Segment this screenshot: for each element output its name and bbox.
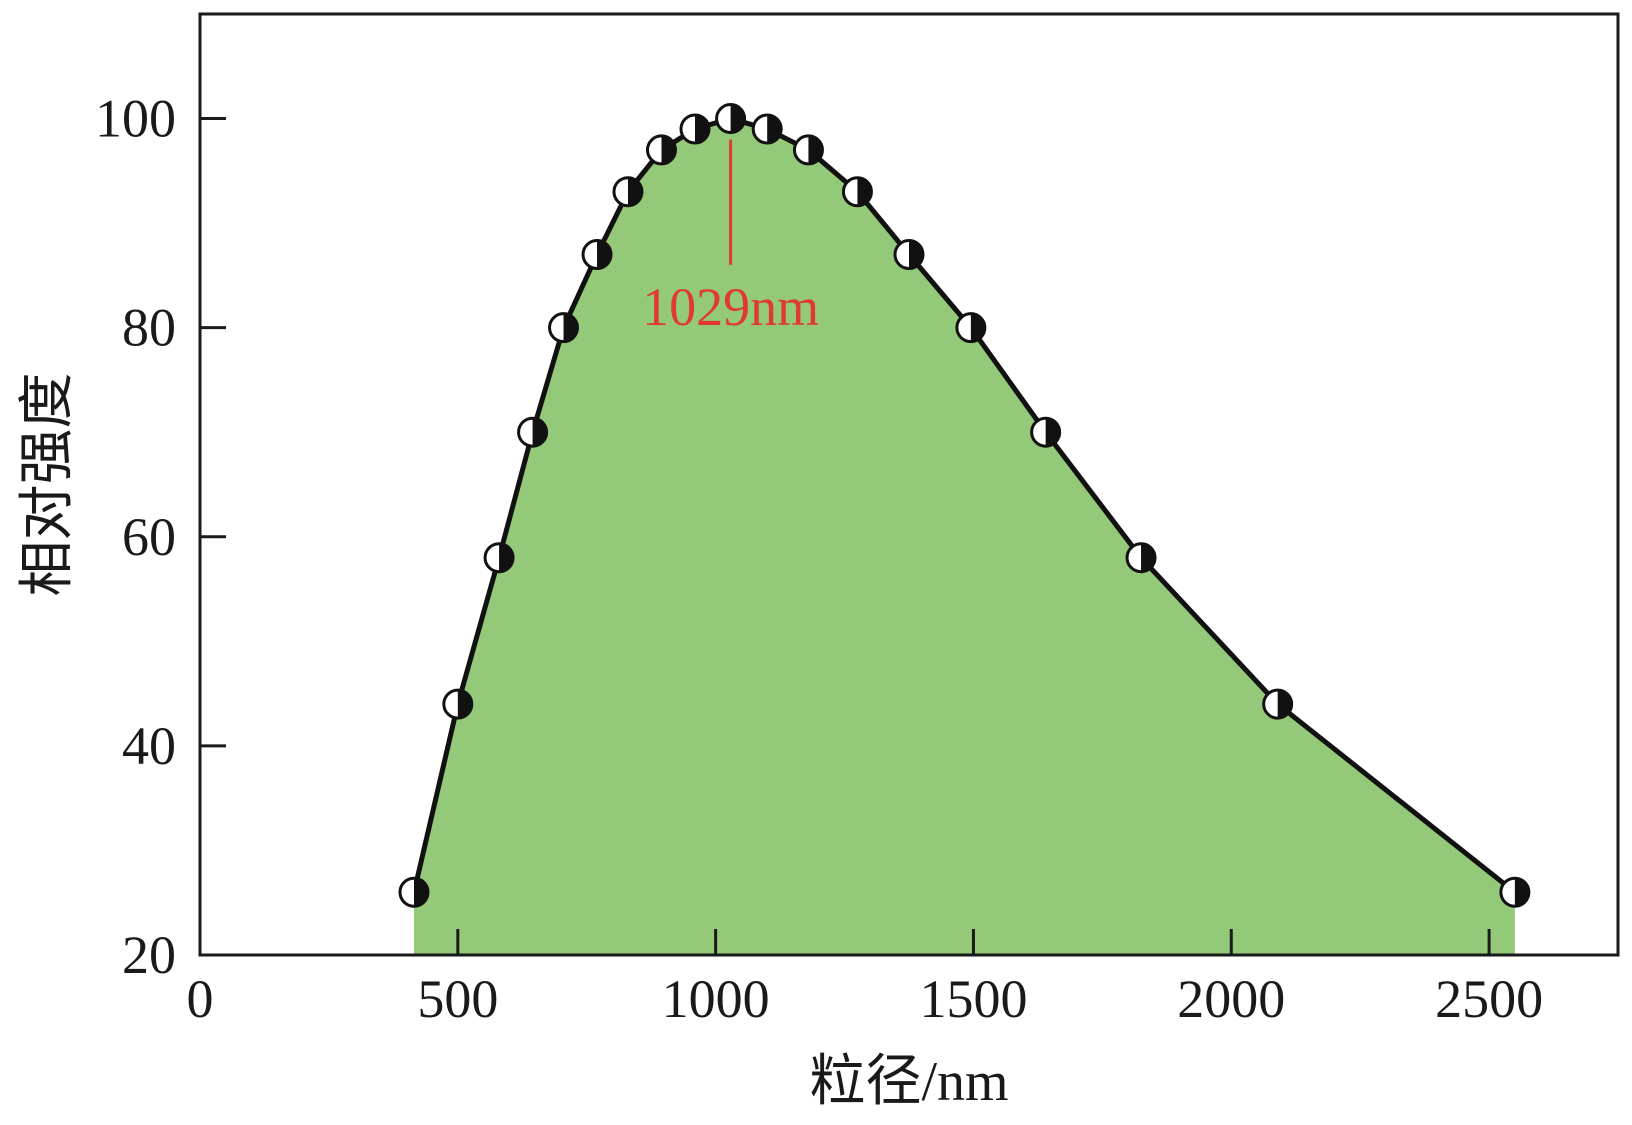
data-point bbox=[483, 542, 515, 574]
data-point bbox=[442, 688, 474, 720]
area-fill bbox=[413, 118, 1515, 956]
y-tick-label: 80 bbox=[122, 298, 176, 358]
y-tick-labels: 20 40 60 80 100 bbox=[95, 89, 176, 985]
data-point bbox=[612, 176, 644, 208]
y-axis-title: 相对强度 bbox=[17, 373, 79, 597]
data-point bbox=[1030, 416, 1062, 448]
plot-frame bbox=[198, 12, 1620, 957]
x-tick-label: 2000 bbox=[1177, 969, 1285, 1029]
x-tick-label: 2500 bbox=[1435, 969, 1543, 1029]
data-markers-layer bbox=[398, 103, 1531, 908]
data-point bbox=[792, 134, 824, 166]
data-point bbox=[398, 876, 430, 908]
y-tick-label: 100 bbox=[95, 89, 176, 149]
x-axis-title: 粒径/nm bbox=[809, 1051, 1008, 1113]
data-point bbox=[893, 238, 925, 270]
x-tick-label: 1500 bbox=[919, 969, 1027, 1029]
axis-ticks-layer bbox=[200, 117, 1491, 955]
x-tick-label: 0 bbox=[187, 969, 214, 1029]
data-point bbox=[715, 103, 747, 135]
y-tick-label: 40 bbox=[122, 716, 176, 776]
data-point bbox=[548, 312, 580, 344]
data-point bbox=[679, 113, 711, 145]
data-point bbox=[1125, 542, 1157, 574]
annotation-layer: 1029nm bbox=[642, 139, 819, 337]
x-tick-labels: 0 500 1000 1500 2000 2500 bbox=[187, 969, 1544, 1029]
y-tick-label: 20 bbox=[122, 925, 176, 985]
data-point bbox=[841, 176, 873, 208]
area-fill-layer bbox=[413, 118, 1515, 956]
data-point bbox=[955, 312, 987, 344]
data-point bbox=[1262, 688, 1294, 720]
data-point bbox=[581, 238, 613, 270]
y-tick-label: 60 bbox=[122, 507, 176, 567]
data-point bbox=[517, 416, 549, 448]
data-point bbox=[751, 113, 783, 145]
x-tick-label: 500 bbox=[417, 969, 498, 1029]
data-point bbox=[1499, 876, 1531, 908]
peak-annotation-label: 1029nm bbox=[642, 277, 819, 337]
data-point bbox=[645, 134, 677, 166]
x-tick-label: 1000 bbox=[662, 969, 770, 1029]
